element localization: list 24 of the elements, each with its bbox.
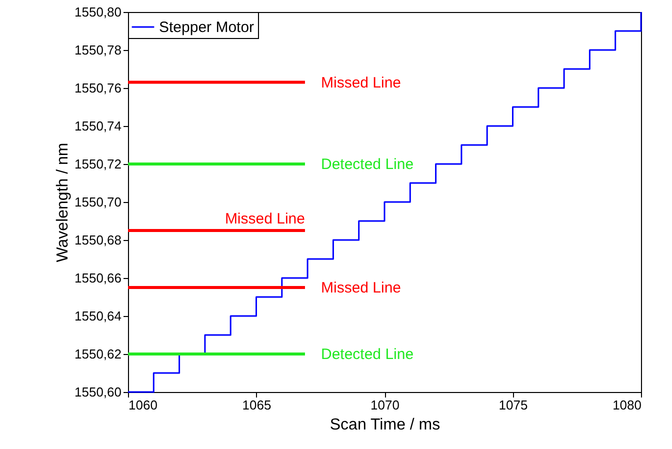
legend-label: Stepper Motor xyxy=(159,19,254,36)
y-tick-label: 1550,74 xyxy=(74,118,122,134)
series-label: Missed Line xyxy=(320,74,402,92)
series-label: Missed Line xyxy=(320,280,402,296)
series-label: Missed Line xyxy=(224,210,305,228)
x-tick-label: 1080 xyxy=(612,398,642,412)
x-tick-label: 1065 xyxy=(242,398,272,412)
y-tick-label: 1550,68 xyxy=(74,232,122,248)
series-label: Detected Line xyxy=(320,346,414,363)
y-tick-label: 1550,66 xyxy=(74,270,122,286)
y-tick-label: 1550,72 xyxy=(74,156,122,172)
y-axis-title: Wavelength / nm xyxy=(54,142,72,262)
y-tick-label: 1550,62 xyxy=(74,346,122,362)
x-tick-label: 1060 xyxy=(128,398,158,412)
y-tick-label: 1550,64 xyxy=(74,308,122,324)
y-tick-label: 1550,76 xyxy=(74,80,122,96)
y-tick-label: 1550,70 xyxy=(74,194,122,210)
y-tick-label: 1550,78 xyxy=(74,42,122,58)
y-tick-label: 1550,60 xyxy=(74,384,122,400)
x-tick-label: 1075 xyxy=(498,398,528,412)
x-axis-title: Scan Time / ms xyxy=(330,416,440,434)
series-label: Detected Line xyxy=(320,156,414,173)
y-tick-label: 1550,80 xyxy=(74,4,122,20)
x-tick-label: 1070 xyxy=(370,398,400,412)
